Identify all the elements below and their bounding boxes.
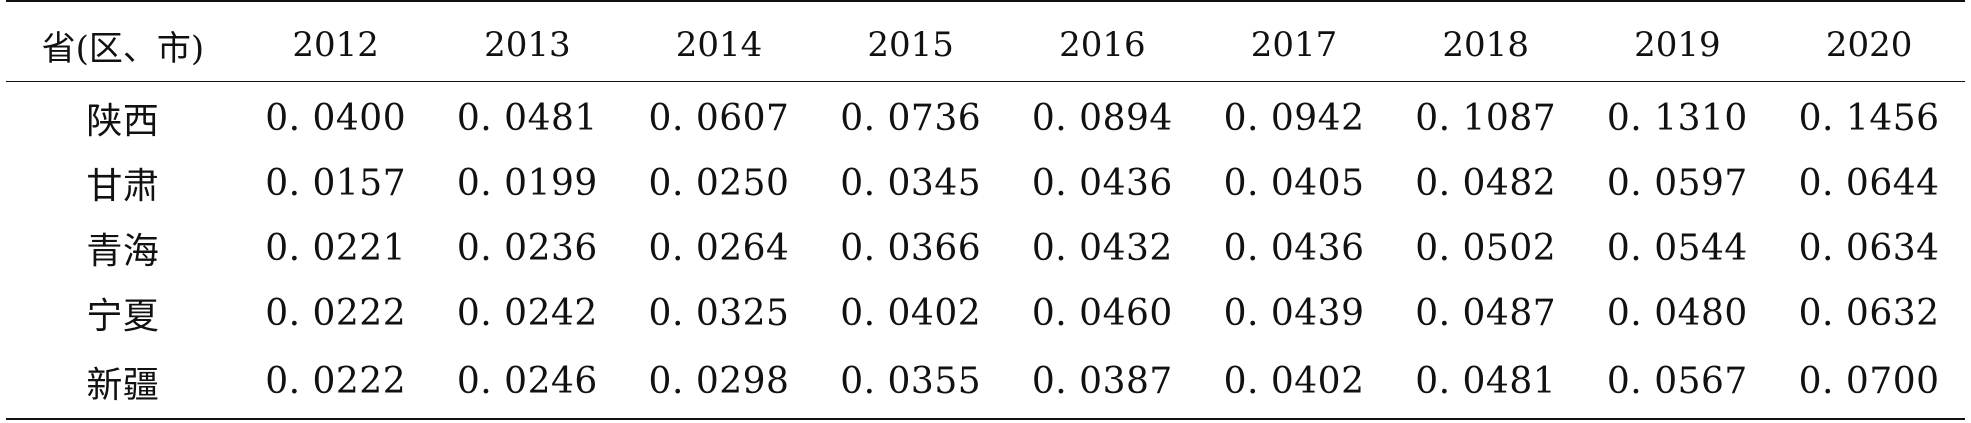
value-cell: 0. 0942 [1223,97,1365,139]
value-cell: 0. 0432 [1031,227,1173,269]
value-cell: 0. 0222 [265,292,407,334]
header-year-2020: 2020 [1773,0,1965,82]
table-row: 陕西 0. 0400 0. 0481 0. 0607 0. 0736 0. 08… [6,81,1965,151]
table-row: 新疆 0. 0222 0. 0246 0. 0298 0. 0355 0. 03… [6,345,1965,420]
table-row: 青海 0. 0221 0. 0236 0. 0264 0. 0366 0. 04… [6,216,1965,281]
value-cell: 0. 0250 [648,162,790,204]
table-container: 省(区、市) 2012 2013 2014 2015 2016 2017 201… [6,0,1965,420]
region-cell: 新疆 [6,345,240,420]
value-cell: 0. 0607 [648,97,790,139]
header-year-2013: 2013 [431,0,624,82]
data-table: 省(区、市) 2012 2013 2014 2015 2016 2017 201… [6,0,1965,420]
value-cell: 0. 0298 [623,345,815,420]
region-cell: 陕西 [86,101,160,142]
value-cell: 0. 0355 [814,345,1007,420]
value-cell: 0. 0482 [1415,162,1557,204]
value-cell: 0. 0264 [648,227,790,269]
value-cell: 0. 0736 [840,97,982,139]
value-cell: 0. 0221 [265,227,407,269]
region-cell: 甘肃 [86,166,160,207]
value-cell: 0. 0700 [1773,345,1965,420]
value-cell: 0. 0502 [1415,227,1557,269]
value-cell: 0. 0436 [1223,227,1365,269]
value-cell: 0. 0436 [1031,162,1173,204]
value-cell: 0. 0481 [456,97,598,139]
value-cell: 0. 0236 [456,227,598,269]
header-year-2015: 2015 [814,0,1007,82]
value-cell: 0. 0242 [456,292,598,334]
value-cell: 0. 0387 [1006,345,1199,420]
value-cell: 0. 0199 [456,162,598,204]
value-cell: 0. 0400 [265,97,407,139]
header-year-2012: 2012 [239,0,432,82]
header-row: 省(区、市) 2012 2013 2014 2015 2016 2017 201… [6,0,1965,82]
value-cell: 0. 0597 [1606,162,1748,204]
region-cell: 青海 [86,231,160,272]
value-cell: 0. 0487 [1415,292,1557,334]
value-cell: 0. 0157 [265,162,407,204]
header-year-2016: 2016 [1006,0,1199,82]
value-cell: 0. 0402 [840,292,982,334]
value-cell: 0. 0366 [840,227,982,269]
table-row: 宁夏 0. 0222 0. 0242 0. 0325 0. 0402 0. 04… [6,281,1965,346]
value-cell: 0. 0439 [1223,292,1365,334]
header-year-2017: 2017 [1198,0,1390,82]
value-cell: 0. 0345 [840,162,982,204]
header-year-2018: 2018 [1389,0,1582,82]
value-cell: 0. 1087 [1415,97,1557,139]
value-cell: 0. 0460 [1031,292,1173,334]
value-cell: 0. 1456 [1798,97,1940,139]
header-year-2014: 2014 [623,0,815,82]
value-cell: 0. 0567 [1581,345,1774,420]
value-cell: 0. 0632 [1798,292,1940,334]
value-cell: 0. 0644 [1798,162,1940,204]
value-cell: 0. 0480 [1606,292,1748,334]
value-cell: 0. 0222 [239,345,432,420]
value-cell: 0. 0246 [431,345,624,420]
header-year-2019: 2019 [1581,0,1774,82]
value-cell: 0. 0894 [1031,97,1173,139]
region-cell: 宁夏 [86,296,160,337]
value-cell: 0. 0402 [1198,345,1390,420]
value-cell: 0. 0544 [1606,227,1748,269]
value-cell: 0. 0405 [1223,162,1365,204]
header-region: 省(区、市) [6,0,240,82]
value-cell: 0. 1310 [1606,97,1748,139]
value-cell: 0. 0634 [1798,227,1940,269]
table-row: 甘肃 0. 0157 0. 0199 0. 0250 0. 0345 0. 04… [6,151,1965,216]
value-cell: 0. 0481 [1389,345,1582,420]
value-cell: 0. 0325 [648,292,790,334]
